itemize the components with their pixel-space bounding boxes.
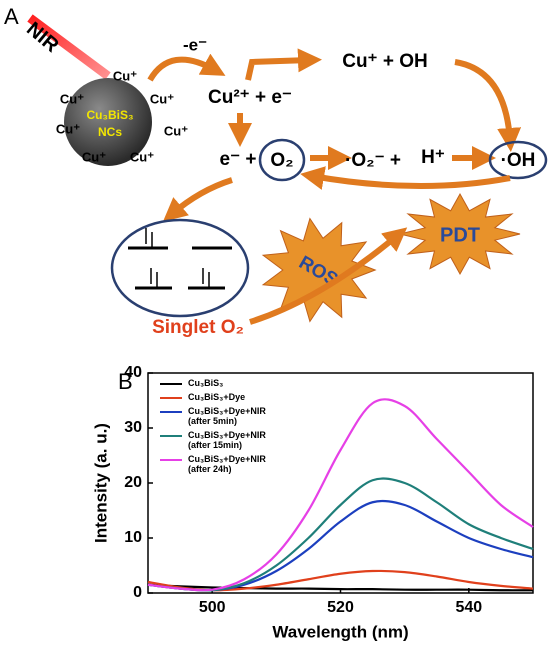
nc-suffix: NCs	[98, 125, 122, 139]
arrow	[245, 48, 322, 81]
pdt-label: PDT	[440, 224, 480, 246]
y-tick-label: 10	[124, 529, 142, 546]
y-tick-label: 40	[124, 364, 142, 381]
x-tick-label: 540	[455, 599, 482, 616]
cu-ion: Cu⁺	[130, 149, 154, 164]
orbital-levels	[128, 228, 232, 290]
electron-loss: -e⁻	[183, 35, 207, 54]
legend-entry: Cu₃BiS₃+Dye+NIR (after 5min)	[160, 406, 310, 426]
laser-beam	[27, 14, 111, 80]
superoxide: ·O₂⁻ +	[345, 150, 401, 171]
arrow	[249, 227, 408, 325]
cu-ion: Cu⁺	[150, 91, 174, 106]
chart: 0 10 20 30 40 500 520 540 Wavelength (nm) Intensi…	[91, 364, 534, 641]
legend: Cu₃BiS₃ Cu₃BiS₃+Dye Cu₃BiS₃+Dye+NIR (after…	[160, 378, 310, 478]
legend-label: Cu₃BiS₃	[188, 378, 224, 388]
cu-oh-label: Cu⁺ + OH	[342, 51, 428, 72]
legend-label: Cu₃BiS₃+Dye+NIR (after 15min)	[188, 430, 266, 450]
y-tick-label: 30	[124, 419, 142, 436]
singlet-label: Singlet O₂	[152, 317, 244, 338]
legend-entry: Cu₃BiS₃	[160, 378, 310, 388]
orbital-ring	[110, 218, 250, 318]
o2-ring	[258, 138, 306, 182]
x-tick-label: 520	[327, 599, 354, 616]
oh-ring	[488, 140, 548, 180]
x-tick-label: 500	[199, 599, 226, 616]
legend-label: Cu₃BiS₃+Dye+NIR (after 24h)	[188, 454, 266, 474]
series-line	[147, 499, 534, 592]
arrow	[300, 166, 511, 190]
legend-label: Cu₃BiS₃+Dye+NIR (after 5min)	[188, 406, 266, 426]
nanocrystal	[64, 78, 152, 166]
y-axis-title: Intensity (a. u.)	[91, 423, 110, 543]
panel-label: A	[4, 4, 19, 29]
h-plus: H⁺	[421, 147, 445, 168]
nc-name: Cu₃BiS₃	[86, 108, 133, 122]
cu-ion: Cu⁺	[56, 121, 80, 136]
legend-entry: Cu₃BiS₃+Dye+NIR (after 24h)	[160, 454, 310, 474]
arrow	[147, 53, 226, 82]
panel-a: A NIR Cu₃BiS₃ NCs Cu⁺Cu⁺ Cu⁺Cu⁺ Cu⁺Cu⁺ Cu⁺ …	[4, 4, 548, 338]
series-line	[147, 398, 534, 592]
legend-entry: Cu₃BiS₃+Dye+NIR (after 15min)	[160, 430, 310, 450]
legend-swatch	[160, 435, 182, 437]
cu-ions: Cu⁺Cu⁺ Cu⁺Cu⁺ Cu⁺Cu⁺ Cu⁺	[56, 68, 188, 164]
cu-ion: Cu⁺	[113, 68, 137, 83]
cu-ion: Cu⁺	[82, 149, 106, 164]
legend-entry: Cu₃BiS₃+Dye	[160, 392, 310, 402]
cu2-label: Cu²⁺ + e⁻	[208, 87, 292, 108]
ros-burst	[261, 217, 377, 323]
legend-swatch	[160, 397, 182, 399]
y-tick-label: 20	[124, 474, 142, 491]
y-tick-label: 0	[133, 584, 142, 601]
o2-label: O₂	[270, 150, 293, 171]
series-line	[147, 583, 534, 592]
x-axis-title: Wavelength (nm)	[272, 622, 408, 641]
legend-swatch	[160, 459, 182, 461]
nir-label: NIR	[22, 18, 63, 57]
panel-label: B	[118, 369, 133, 394]
cu-ion: Cu⁺	[164, 123, 188, 138]
arrow	[162, 177, 233, 222]
legend-swatch	[160, 383, 182, 385]
arrow	[454, 59, 522, 152]
legend-label: Cu₃BiS₃+Dye	[188, 392, 246, 402]
cu-ion: Cu⁺	[60, 91, 84, 106]
legend-swatch	[160, 411, 182, 413]
oh-label: ·OH	[501, 150, 536, 171]
e-plus: e⁻ +	[220, 149, 257, 170]
